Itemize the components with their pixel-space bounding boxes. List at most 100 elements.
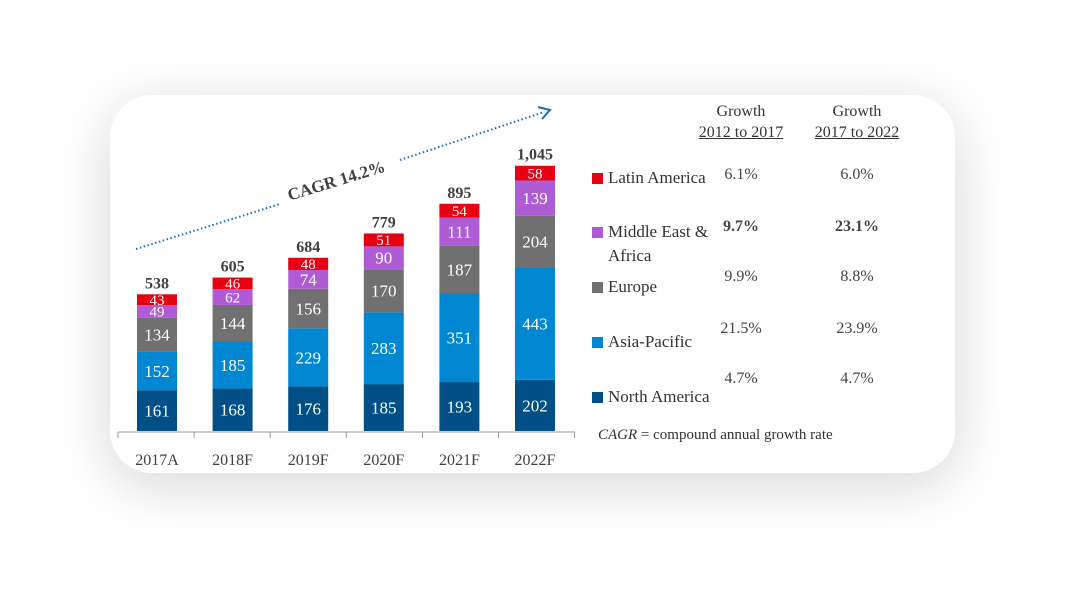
legend-label: Latin America: [608, 168, 706, 187]
bar-value-label: 443: [522, 315, 548, 334]
column-header-2: Growth 2017 to 2022: [805, 101, 909, 143]
bar-total-label: 684: [296, 239, 320, 256]
x-tick-label: 2018F: [212, 452, 253, 469]
bar-segment-latin-america-2022F: [515, 165, 555, 181]
header-line2: 2012 to 2017: [698, 124, 784, 141]
bar-segment-middle-east-africa-2022F: [515, 180, 555, 216]
bar-value-label: 43: [150, 293, 165, 309]
bar-segment-middle-east-africa-2020F: [363, 246, 404, 270]
bar-segment-asia-pacific-2020F: [363, 312, 404, 385]
x-tick-label: 2022F: [515, 452, 556, 469]
bar-segment-latin-america-2017A: [137, 294, 177, 306]
header-line2: 2017 to 2022: [814, 124, 900, 141]
bar-value-label: 49: [150, 305, 165, 321]
x-tick-label: 2020F: [363, 452, 404, 469]
footnote: CAGR = compound annual growth rate: [598, 427, 833, 444]
bar-value-label: 176: [295, 400, 321, 419]
bar-value-label: 58: [528, 166, 543, 182]
legend-item-middle-east-africa: Middle East & Africa: [592, 220, 708, 268]
bar-segment-north-america-2022F: [515, 379, 555, 431]
bar-value-label: 170: [371, 282, 397, 301]
bar-segment-europe-2019F: [288, 288, 329, 329]
bar-segment-asia-pacific-2022F: [515, 267, 555, 380]
bar-segment-europe-2022F: [515, 215, 555, 268]
bar-value-label: 54: [452, 204, 468, 220]
bar-segment-middle-east-africa-2021F: [439, 217, 480, 246]
bar-segment-asia-pacific-2017A: [137, 351, 177, 391]
cagr-arrow-line-left: [135, 203, 281, 250]
growth-value-2017-2022: 23.9%: [836, 320, 878, 337]
bar-segment-north-america-2019F: [288, 386, 329, 431]
legend-swatch-icon: [592, 173, 603, 184]
bar-segment-asia-pacific-2018F: [212, 341, 253, 389]
growth-value-2017-2022: 4.7%: [840, 370, 874, 387]
bar-value-label: 185: [371, 398, 397, 417]
growth-value-2012-2017: 21.5%: [720, 320, 762, 337]
column-header-1: Growth 2012 to 2017: [689, 101, 793, 143]
bar-total-label: 779: [372, 214, 396, 231]
x-axis: 2017A 2018F 2019F 2020F 2021F 2022F: [117, 431, 576, 469]
bar-segment-europe-2020F: [363, 269, 404, 313]
bar-segment-north-america-2021F: [439, 382, 480, 431]
bar-segment-latin-america-2019F: [288, 257, 329, 270]
bar-segment-latin-america-2020F: [363, 233, 404, 247]
bar-value-label: 152: [144, 362, 170, 381]
bar-segment-asia-pacific-2019F: [288, 328, 329, 387]
growth-value-2012-2017: 4.7%: [724, 370, 758, 387]
legend-swatch-icon: [592, 337, 603, 348]
growth-value-2012-2017: 9.7%: [723, 218, 759, 235]
bar-value-label: 193: [447, 397, 473, 416]
bar-value-label: 51: [376, 233, 391, 249]
x-tick-label: 2021F: [439, 452, 480, 469]
cagr-annotation: CAGR 14.2%: [135, 106, 552, 250]
bar-value-label: 351: [447, 329, 473, 348]
bar-value-label: 156: [295, 299, 321, 318]
footnote-abbr: CAGR: [598, 427, 638, 443]
legend-item-europe: Europe: [592, 275, 657, 299]
bar-segment-north-america-2017A: [137, 390, 177, 431]
bar-value-label: 229: [295, 348, 321, 367]
bar-total-label: 895: [447, 185, 471, 202]
cagr-arrow-line-right: [399, 111, 545, 161]
bar-segment-latin-america-2018F: [212, 277, 253, 290]
growth-value-2012-2017: 9.9%: [724, 268, 758, 285]
legend-item-latin-america: Latin America: [592, 166, 706, 190]
bar-value-label: 168: [220, 401, 246, 420]
bar-segment-europe-2021F: [439, 245, 480, 294]
x-tick-label: 2017A: [135, 452, 179, 469]
bar-value-label: 161: [144, 402, 170, 421]
legend-swatch-icon: [592, 282, 603, 293]
bar-segment-middle-east-africa-2017A: [137, 305, 177, 318]
bar-total-label: 605: [221, 259, 245, 276]
bar-value-label: 134: [144, 326, 170, 345]
growth-value-2017-2022: 23.1%: [835, 218, 879, 235]
bar-segment-north-america-2020F: [363, 384, 404, 431]
bar-value-label: 46: [225, 277, 241, 293]
bar-segment-north-america-2018F: [212, 388, 253, 431]
growth-value-2012-2017: 6.1%: [724, 166, 758, 183]
bar-total-label: 1,045: [517, 147, 553, 164]
bar-segment-asia-pacific-2021F: [439, 293, 480, 383]
bar-value-label: 90: [375, 249, 392, 268]
bar-value-label: 62: [225, 290, 240, 306]
bar-segment-middle-east-africa-2019F: [288, 269, 329, 289]
bar-value-label: 139: [522, 189, 548, 208]
bar-segment-middle-east-africa-2018F: [212, 289, 253, 305]
bar-value-label: 185: [220, 356, 246, 375]
bar-value-label: 202: [522, 396, 548, 415]
bar-segment-latin-america-2021F: [439, 203, 480, 218]
growth-value-2017-2022: 6.0%: [840, 166, 874, 183]
bar-value-label: 111: [447, 223, 471, 242]
legend-label: Asia-Pacific: [608, 332, 693, 351]
bar-value-label: 204: [522, 233, 548, 252]
legend-item-asia-pacific: Asia-Pacific: [592, 330, 692, 354]
header-line1: Growth: [716, 103, 766, 120]
bar-value-label: 74: [300, 270, 318, 289]
legend-label: Middle East & Africa: [608, 222, 709, 265]
x-tick-label: 2019F: [288, 452, 329, 469]
legend-item-north-america: North America: [592, 385, 710, 409]
bar-value-label: 48: [301, 257, 316, 273]
cagr-arrowhead-icon: [537, 106, 552, 120]
